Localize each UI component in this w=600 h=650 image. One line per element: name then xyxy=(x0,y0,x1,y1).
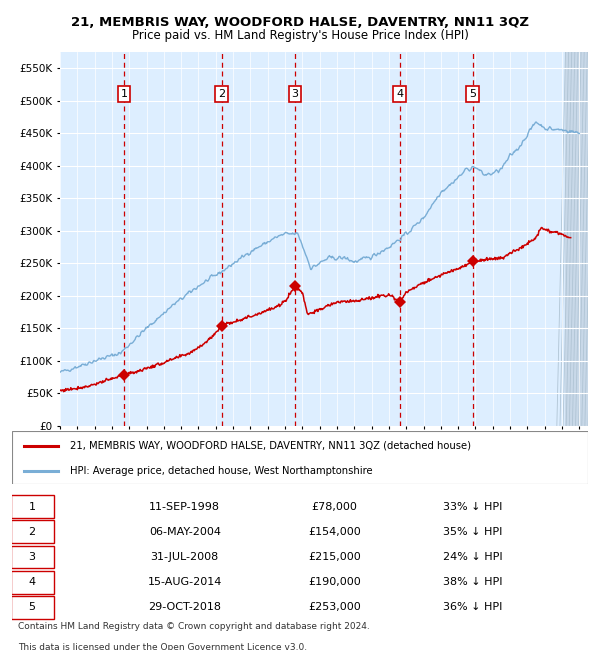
Text: 15-AUG-2014: 15-AUG-2014 xyxy=(148,577,222,587)
Text: HPI: Average price, detached house, West Northamptonshire: HPI: Average price, detached house, West… xyxy=(70,466,372,476)
Text: 5: 5 xyxy=(469,89,476,99)
Text: 31-JUL-2008: 31-JUL-2008 xyxy=(151,552,219,562)
Bar xyxy=(565,52,588,426)
Text: 21, MEMBRIS WAY, WOODFORD HALSE, DAVENTRY, NN11 3QZ (detached house): 21, MEMBRIS WAY, WOODFORD HALSE, DAVENTR… xyxy=(70,441,470,451)
Text: 4: 4 xyxy=(29,577,36,587)
Text: £190,000: £190,000 xyxy=(308,577,361,587)
Text: 2: 2 xyxy=(29,526,36,537)
Text: 4: 4 xyxy=(396,89,403,99)
Text: 1: 1 xyxy=(121,89,127,99)
Text: £253,000: £253,000 xyxy=(308,603,361,612)
Text: Price paid vs. HM Land Registry's House Price Index (HPI): Price paid vs. HM Land Registry's House … xyxy=(131,29,469,42)
FancyBboxPatch shape xyxy=(12,431,588,484)
Text: 1: 1 xyxy=(29,502,35,512)
Text: 24% ↓ HPI: 24% ↓ HPI xyxy=(443,552,503,562)
Text: 21, MEMBRIS WAY, WOODFORD HALSE, DAVENTRY, NN11 3QZ: 21, MEMBRIS WAY, WOODFORD HALSE, DAVENTR… xyxy=(71,16,529,29)
FancyBboxPatch shape xyxy=(11,545,54,568)
Text: 38% ↓ HPI: 38% ↓ HPI xyxy=(443,577,503,587)
Text: £78,000: £78,000 xyxy=(311,502,358,512)
FancyBboxPatch shape xyxy=(11,571,54,593)
Text: Contains HM Land Registry data © Crown copyright and database right 2024.: Contains HM Land Registry data © Crown c… xyxy=(18,621,370,630)
Text: 35% ↓ HPI: 35% ↓ HPI xyxy=(443,526,502,537)
FancyBboxPatch shape xyxy=(11,495,54,518)
Text: 3: 3 xyxy=(292,89,299,99)
Text: 2: 2 xyxy=(218,89,225,99)
FancyBboxPatch shape xyxy=(11,596,54,619)
Text: 06-MAY-2004: 06-MAY-2004 xyxy=(149,526,221,537)
Text: 33% ↓ HPI: 33% ↓ HPI xyxy=(443,502,502,512)
Text: 29-OCT-2018: 29-OCT-2018 xyxy=(148,603,221,612)
Text: 5: 5 xyxy=(29,603,35,612)
Text: £215,000: £215,000 xyxy=(308,552,361,562)
Text: £154,000: £154,000 xyxy=(308,526,361,537)
Text: This data is licensed under the Open Government Licence v3.0.: This data is licensed under the Open Gov… xyxy=(18,643,307,650)
FancyBboxPatch shape xyxy=(11,521,54,543)
Text: 36% ↓ HPI: 36% ↓ HPI xyxy=(443,603,502,612)
Text: 3: 3 xyxy=(29,552,35,562)
Text: 11-SEP-1998: 11-SEP-1998 xyxy=(149,502,220,512)
